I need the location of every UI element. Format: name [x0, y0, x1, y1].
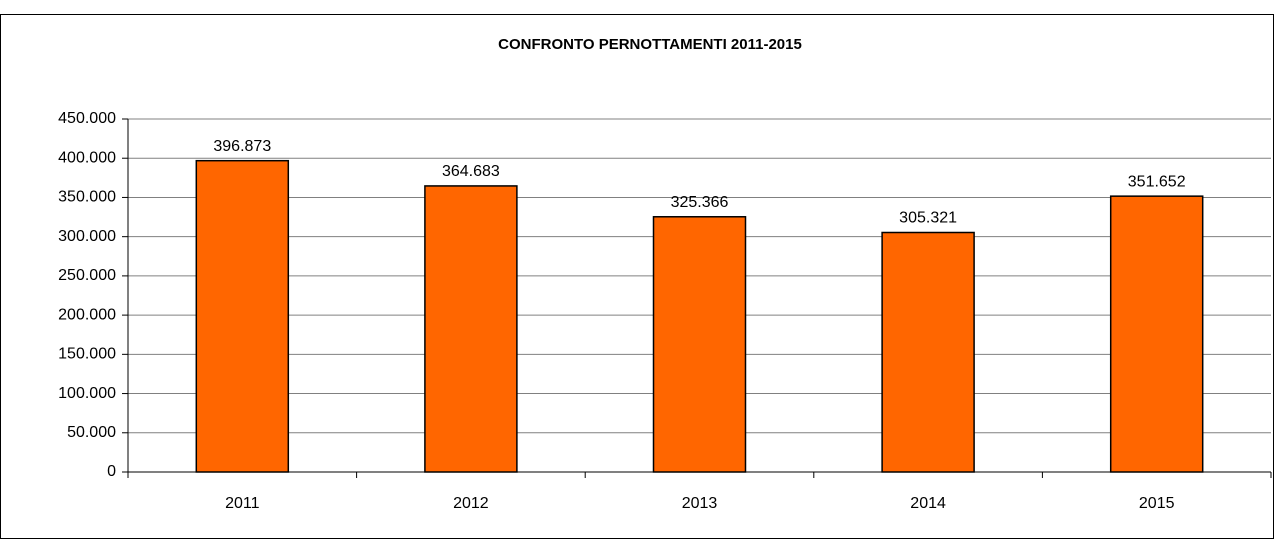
y-tick-label: 50.000: [67, 424, 116, 441]
data-label: 305.321: [899, 210, 957, 227]
data-label: 364.683: [442, 163, 500, 180]
x-tick-label: 2011: [225, 495, 260, 512]
y-tick-label: 150.000: [58, 346, 116, 363]
y-tick-label: 100.000: [58, 385, 116, 402]
y-tick-label: 0: [107, 463, 116, 480]
bar: [1109, 195, 1204, 473]
bar: [424, 185, 518, 473]
bar: [195, 159, 290, 473]
y-tick-label: 350.000: [58, 189, 116, 206]
x-tick-label: 2015: [1139, 495, 1175, 512]
data-label: 396.873: [213, 138, 271, 155]
y-tick-label: 450.000: [58, 110, 116, 127]
bar: [881, 231, 975, 473]
data-label: 351.652: [1128, 173, 1186, 190]
chart-border: [0, 14, 1274, 539]
x-tick-label: 2014: [910, 495, 946, 512]
bar: [652, 216, 747, 473]
y-tick-label: 300.000: [58, 228, 116, 245]
y-tick-label: 200.000: [58, 306, 116, 323]
chart-title: CONFRONTO PERNOTTAMENTI 2011-2015: [498, 36, 802, 53]
y-tick-label: 400.000: [58, 149, 116, 166]
x-tick-label: 2013: [682, 495, 718, 512]
x-tick-label: 2012: [453, 495, 489, 512]
y-tick-label: 250.000: [58, 267, 116, 284]
data-label: 325.366: [671, 194, 729, 211]
